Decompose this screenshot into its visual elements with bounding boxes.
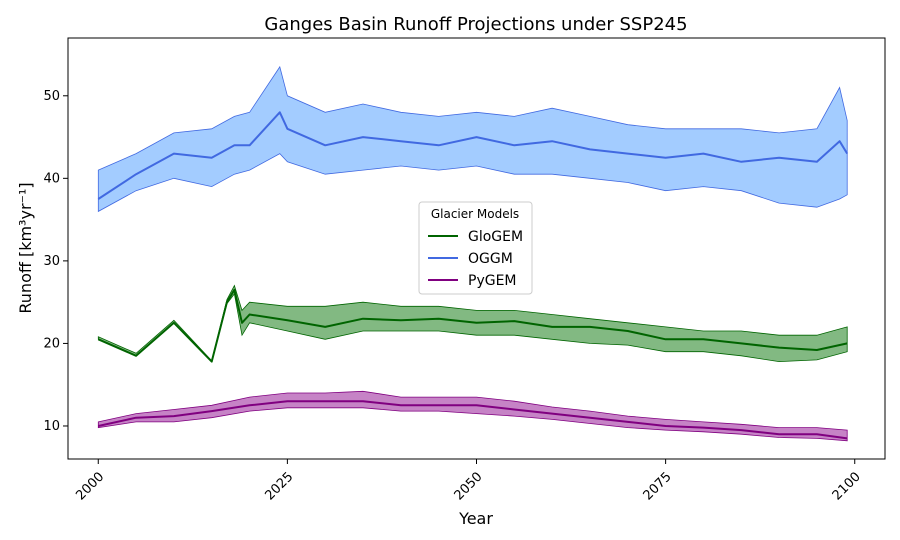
glogem-line	[97, 288, 848, 363]
legend-title: Glacier Models	[431, 207, 519, 221]
y-tick-label: 30	[43, 254, 60, 269]
y-tick-label: 10	[43, 419, 60, 434]
legend-label-glogem: GloGEM	[468, 229, 523, 245]
series-lines	[97, 111, 849, 440]
glogem-band	[97, 284, 848, 363]
oggm-band	[97, 65, 848, 213]
legend: Glacier Models GloGEM OGGM PyGEM	[418, 201, 533, 295]
y-axis-label: Runoff [km³yr⁻¹]	[16, 182, 35, 313]
y-tick-label: 40	[43, 171, 60, 186]
x-axis-label: Year	[458, 509, 493, 528]
oggm-line	[97, 111, 849, 200]
y-axis-ticks: 10 20 30 40 50	[43, 89, 68, 434]
legend-label-oggm: OGGM	[468, 251, 513, 267]
confidence-bands	[97, 65, 848, 442]
legend-label-pygem: PyGEM	[468, 273, 517, 289]
y-tick-label: 50	[43, 89, 60, 104]
legend-box	[418, 201, 533, 295]
pygem-band	[97, 390, 848, 442]
chart-title: Ganges Basin Runoff Projections under SS…	[264, 14, 687, 35]
y-tick-label: 20	[43, 336, 60, 351]
pygem-line	[98, 400, 848, 440]
